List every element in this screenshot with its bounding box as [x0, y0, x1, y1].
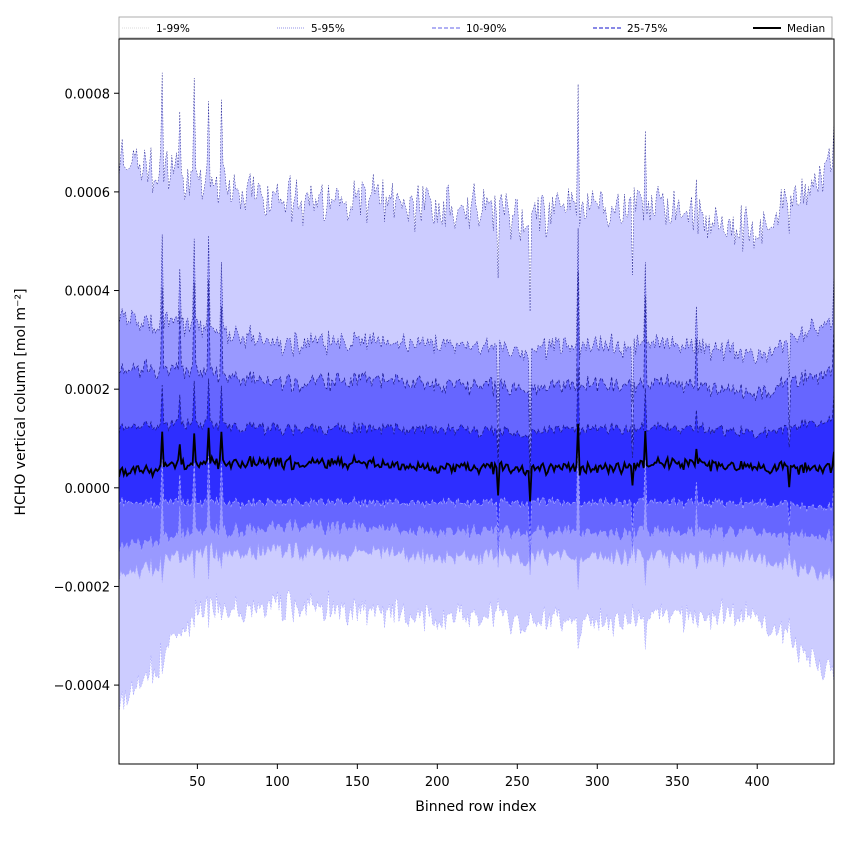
line-p10: [119, 469, 834, 575]
percentile-lines: [119, 72, 834, 713]
legend-frame: [118, 16, 833, 39]
y-tick-label: −0.0002: [54, 580, 110, 595]
x-tick-label: 400: [745, 775, 770, 790]
x-tick-label: 250: [505, 775, 530, 790]
legend-label: 1-99%: [156, 23, 190, 35]
x-tick-label: 200: [425, 775, 450, 790]
x-tick-label: 50: [189, 775, 206, 790]
y-tick-label: 0.0002: [65, 383, 111, 398]
plot-frame: [118, 38, 835, 765]
line-p25: [119, 443, 834, 545]
x-tick-label: 150: [345, 775, 370, 790]
y-tick-label: 0.0008: [65, 87, 111, 102]
y-tick-label: 0.0006: [65, 186, 111, 201]
y-tick-label: 0.0000: [65, 482, 111, 497]
y-axis: −0.0004 −0.0002 0.0000 0.0002 0.0004 0.0006 0.…: [54, 87, 119, 694]
y-axis-label: HCHO vertical column [mol m⁻²]: [13, 288, 29, 515]
line-p75: [119, 367, 834, 474]
line-p99: [119, 72, 834, 312]
x-tick-label: 100: [265, 775, 290, 790]
line-p1: [119, 589, 834, 713]
line-p90: [119, 271, 834, 471]
y-tick-label: −0.0004: [54, 679, 110, 694]
legend: 1-99% 5-95% 10-90% 25-75% Median: [118, 16, 833, 39]
y-tick-label: 0.0004: [65, 285, 111, 300]
x-tick-label: 350: [665, 775, 690, 790]
legend-label: 10-90%: [466, 23, 507, 35]
x-axis-label: Binned row index: [415, 799, 536, 815]
median-line: [119, 423, 834, 502]
band-25-75pct: [119, 367, 834, 545]
x-tick-label: 300: [585, 775, 610, 790]
legend-label: 25-75%: [627, 23, 668, 35]
x-axis: 50 100 150 200 250 300 350 400: [189, 764, 770, 790]
legend-label: Median: [787, 23, 825, 35]
legend-label: 5-95%: [311, 23, 345, 35]
line-p95: [119, 228, 834, 429]
